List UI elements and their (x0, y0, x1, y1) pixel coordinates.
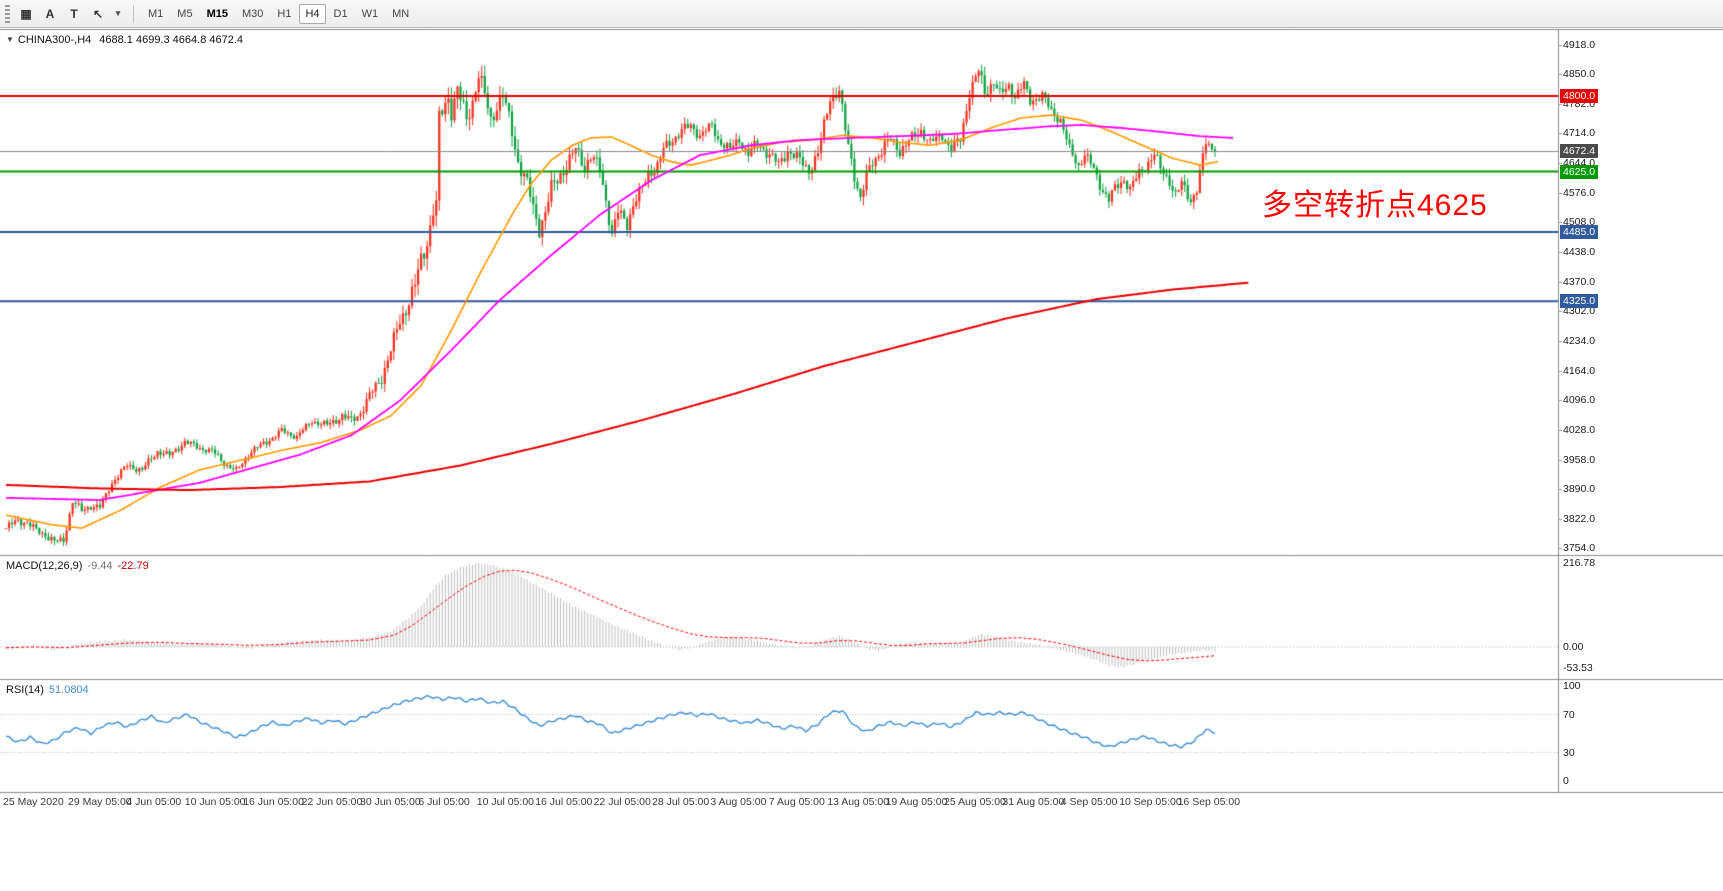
rsi-axis-label: 0 (1563, 775, 1569, 787)
timeframe-button-m30[interactable]: M30 (236, 4, 269, 24)
time-axis-label: 28 Jul 05:00 (652, 796, 710, 808)
panel-separator-rsi[interactable] (0, 677, 1723, 683)
current-price-badge: 4672.4 (1560, 144, 1599, 159)
text-tool-icon[interactable]: A (38, 3, 62, 24)
text-label-tool-icon[interactable]: T (62, 3, 86, 24)
rsi-axis-label: 70 (1563, 708, 1575, 721)
macd-main-value: -9.44 (87, 560, 113, 572)
toolbar-grip[interactable] (5, 4, 10, 23)
time-axis-label: 10 Sep 05:00 (1119, 796, 1182, 808)
timeframe-button-h4[interactable]: H4 (299, 3, 326, 24)
time-axis-label: 7 Aug 05:00 (768, 796, 825, 808)
macd-name: MACD(12,26,9) (6, 560, 83, 572)
timeframe-button-m5[interactable]: M5 (171, 4, 198, 24)
price-axis-label: 3958.0 (1563, 453, 1596, 466)
time-axis-label: 16 Jun 05:00 (243, 796, 304, 808)
price-line-badge: 4485.0 (1560, 225, 1599, 240)
time-axis-label: 10 Jul 05:00 (476, 796, 535, 808)
time-axis-label: 22 Jun 05:00 (301, 796, 363, 808)
time-axis-label: 4 Jun 05:00 (126, 796, 182, 808)
cursor-tool-icon[interactable]: ↖ (86, 3, 110, 24)
symbol-period-title: CHINA300-,H4 (17, 34, 92, 46)
annotation-text: 多空转折点4625 (1262, 189, 1488, 222)
price-axis-label: 4918.0 (1563, 39, 1596, 51)
time-axis-label: 6 Jul 05:00 (418, 796, 470, 808)
price-axis-label: 4028.0 (1563, 423, 1596, 436)
price-line-badge: 4625.0 (1560, 164, 1599, 179)
tools-dropdown-caret-icon[interactable]: ▾ (110, 3, 126, 24)
price-axis-label: 4096.0 (1563, 394, 1596, 407)
chart-grid-icon[interactable]: ▦ (14, 3, 38, 24)
timeframe-button-h1[interactable]: H1 (271, 4, 297, 24)
price-axis-label: 3890.0 (1563, 483, 1596, 496)
ohlc-values: 4688.1 4699.3 4664.8 4672.4 (99, 34, 244, 46)
panel-separator-macd[interactable] (0, 553, 1723, 559)
price-line-badge: 4325.0 (1560, 294, 1599, 309)
timeframes-toolbar: M1 M5 M15 M30 H1 H4 D1 W1 MN (141, 3, 416, 24)
time-axis-label: 16 Sep 05:00 (1177, 796, 1241, 808)
price-axis-label: 4714.0 (1563, 127, 1596, 140)
line-studies-toolbar: ▦ A T ↖ ▾ (14, 3, 126, 24)
time-axis-label: 22 Jul 05:00 (593, 796, 651, 808)
rsi-name: RSI(14) (6, 684, 44, 696)
macd-axis-label: -53.53 (1563, 661, 1593, 674)
time-axis-label: 3 Aug 05:00 (710, 796, 767, 808)
time-axis-label: 31 Aug 05:00 (1002, 796, 1065, 808)
time-axis-label: 13 Aug 05:00 (827, 796, 890, 808)
collapse-triangle-icon[interactable]: ▼ (6, 35, 14, 44)
price-axis-label: 4438.0 (1563, 246, 1596, 259)
price-axis-label: 4234.0 (1563, 334, 1596, 347)
rsi-axis-label: 30 (1563, 746, 1575, 759)
time-axis-label: 30 Jun 05:00 (360, 796, 421, 808)
timeframe-button-m1[interactable]: M1 (142, 4, 169, 24)
price-axis-label: 4164.0 (1563, 364, 1596, 377)
timeframe-button-d1[interactable]: D1 (328, 4, 354, 24)
chart-header: ▼ CHINA300-,H4 4688.1 4699.3 4664.8 4672.4 (6, 34, 243, 46)
toolbar: ▦ A T ↖ ▾ M1 M5 M15 M30 H1 H4 D1 W1 MN (0, 0, 1723, 28)
macd-indicator-label: MACD(12,26,9) -9.44 -22.79 (6, 560, 154, 572)
price-axis-label: 3754.0 (1563, 542, 1596, 554)
time-axis-label: 19 Aug 05:00 (885, 796, 948, 808)
price-axis-label: 4370.0 (1563, 275, 1596, 288)
timeframe-button-w1[interactable]: W1 (356, 4, 385, 24)
toolbar-separator (133, 4, 134, 23)
macd-axis-label: 0.00 (1563, 640, 1584, 653)
time-axis-label: 10 Jun 05:00 (184, 796, 246, 808)
price-line-badge: 4800.0 (1560, 88, 1599, 103)
timeframe-button-mn[interactable]: MN (386, 4, 415, 24)
time-axis-label: 16 Jul 05:00 (535, 796, 593, 808)
timeframe-button-m15[interactable]: M15 (201, 4, 234, 24)
time-axis-label: 4 Sep 05:00 (1060, 796, 1118, 808)
rsi-indicator-label: RSI(14) 51.0804 (6, 684, 94, 696)
rsi-value: 51.0804 (48, 684, 89, 696)
macd-signal-value: -22.79 (117, 560, 149, 572)
rsi-axis-label: 100 (1563, 680, 1581, 692)
macd-axis-label: 216.78 (1563, 557, 1596, 570)
time-axis-label: 25 May 2020 (3, 796, 64, 808)
price-axis-label: 4850.0 (1563, 68, 1596, 81)
price-axis-label: 3822.0 (1563, 512, 1596, 525)
time-axis-label: 29 May 05:00 (68, 796, 132, 808)
time-axis-label: 25 Aug 05:00 (944, 796, 1006, 808)
price-axis-label: 4576.0 (1563, 186, 1596, 199)
